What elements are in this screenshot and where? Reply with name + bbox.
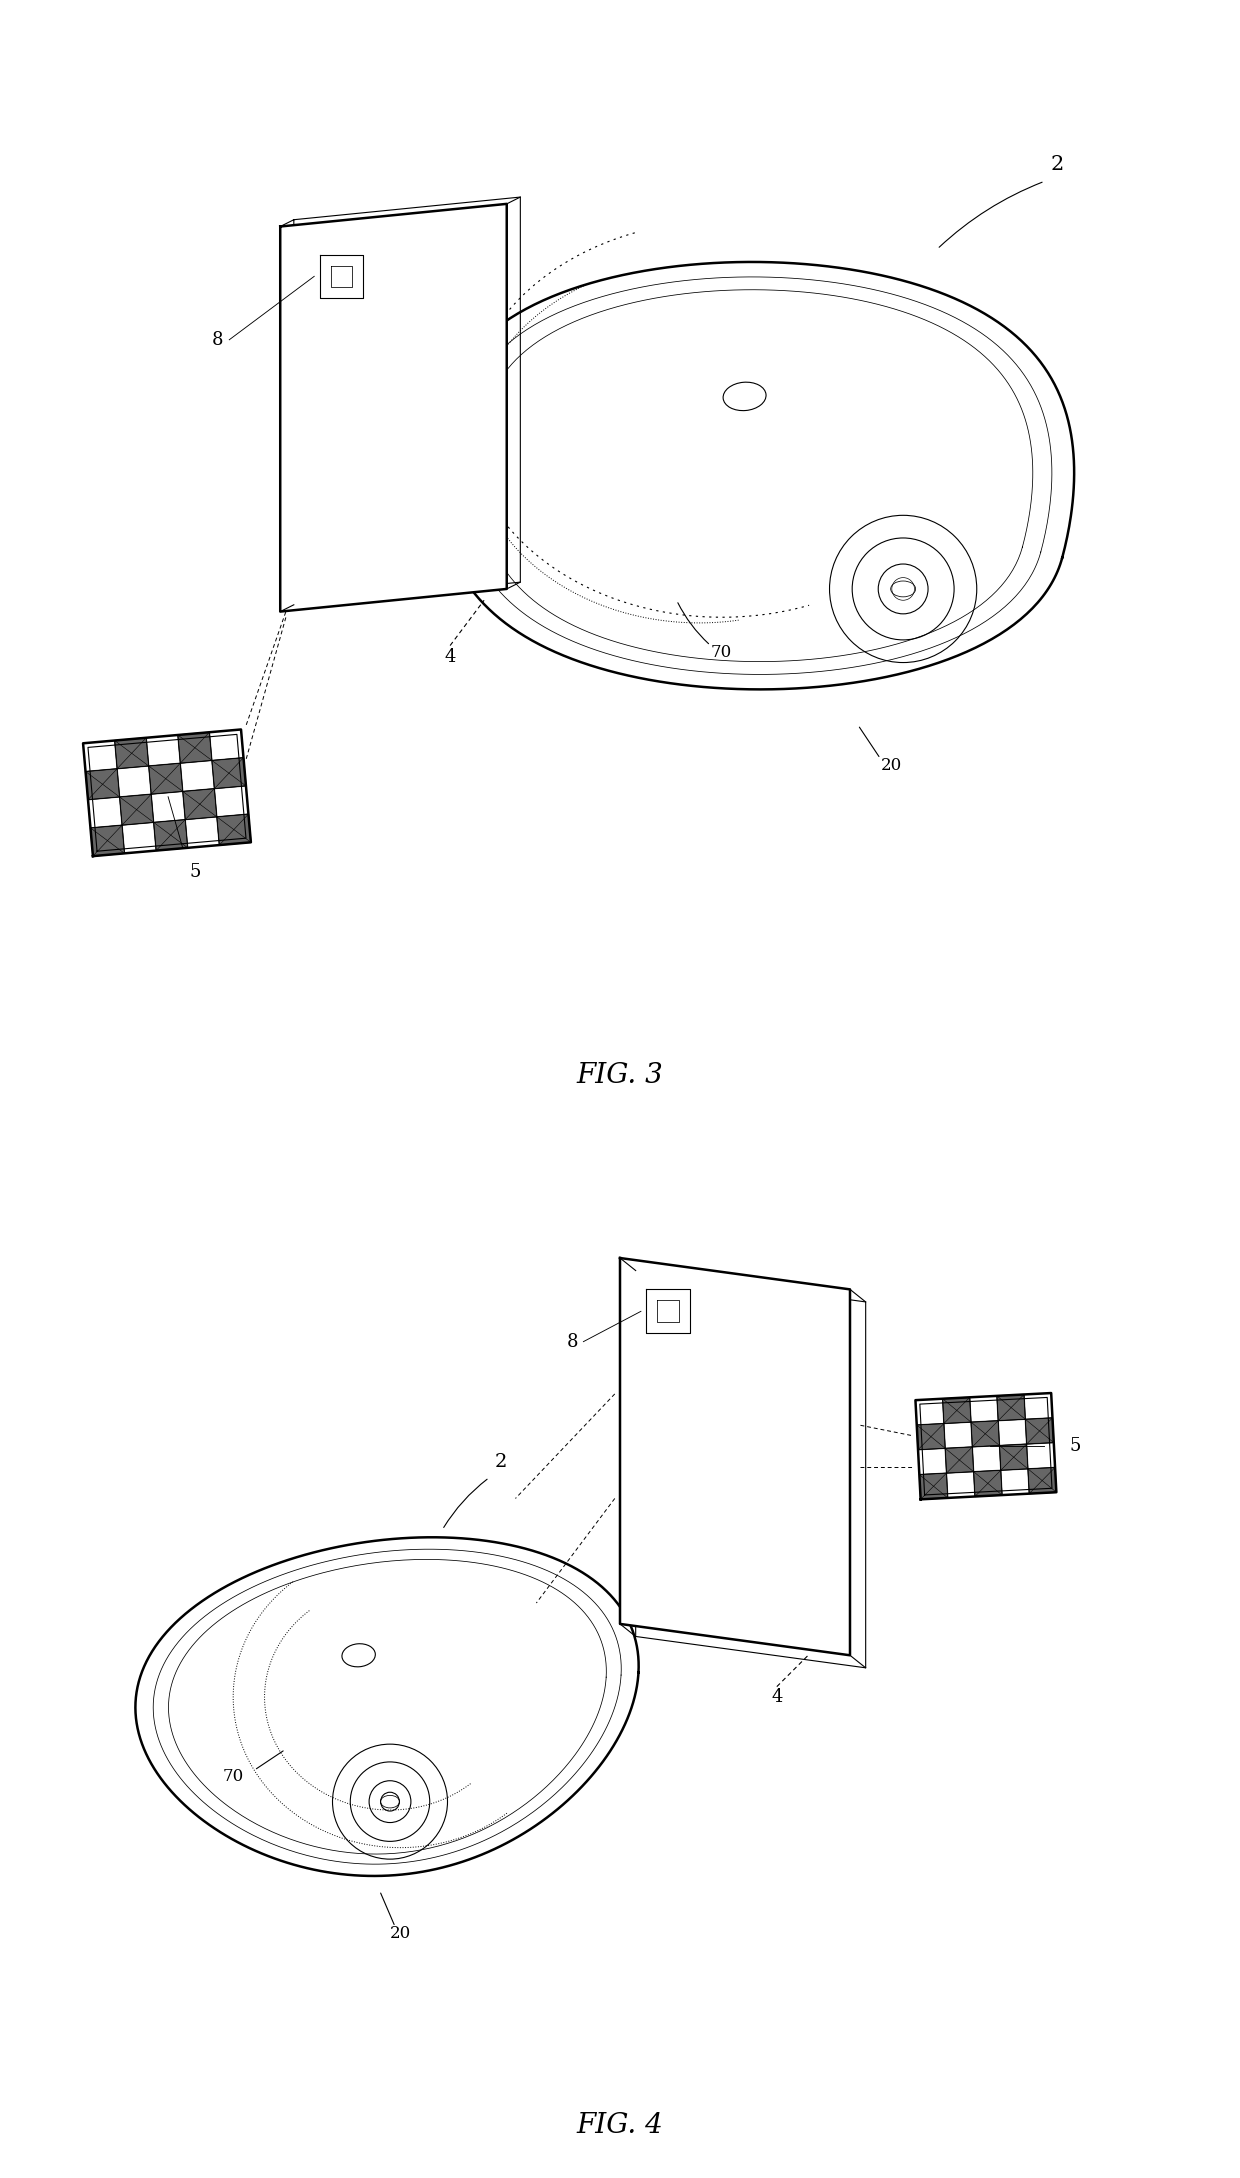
Polygon shape [177, 732, 212, 762]
Text: 2: 2 [495, 1453, 507, 1470]
Polygon shape [119, 795, 154, 825]
Polygon shape [212, 758, 246, 788]
Text: 70: 70 [223, 1769, 244, 1784]
Polygon shape [945, 1446, 973, 1472]
Polygon shape [1025, 1418, 1054, 1444]
Text: 20: 20 [880, 758, 901, 773]
Polygon shape [942, 1398, 971, 1424]
Polygon shape [154, 819, 187, 852]
Text: 5: 5 [1070, 1437, 1081, 1455]
Polygon shape [916, 1424, 945, 1451]
Polygon shape [91, 825, 124, 856]
Polygon shape [971, 1420, 999, 1446]
Text: FIG. 3: FIG. 3 [577, 1063, 663, 1089]
Polygon shape [114, 738, 149, 769]
Polygon shape [182, 788, 217, 819]
Polygon shape [280, 205, 507, 612]
Polygon shape [86, 769, 119, 799]
Polygon shape [217, 815, 250, 845]
Polygon shape [973, 1470, 1002, 1496]
Text: 8: 8 [567, 1333, 578, 1350]
Polygon shape [919, 1472, 947, 1498]
Polygon shape [997, 1394, 1025, 1420]
Text: 5: 5 [190, 862, 201, 882]
Text: 4: 4 [771, 1688, 782, 1705]
Polygon shape [1028, 1468, 1056, 1494]
Polygon shape [620, 1259, 849, 1655]
Polygon shape [999, 1444, 1028, 1470]
Text: 4: 4 [444, 647, 456, 666]
Polygon shape [149, 762, 182, 795]
Text: 20: 20 [391, 1925, 412, 1941]
Text: FIG. 4: FIG. 4 [577, 2113, 663, 2139]
Text: 70: 70 [711, 645, 732, 660]
Text: 2: 2 [1050, 155, 1064, 174]
Text: 8: 8 [212, 331, 223, 348]
